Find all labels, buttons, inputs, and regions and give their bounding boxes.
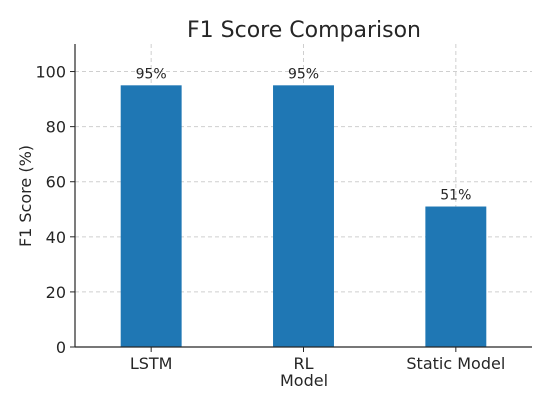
bar xyxy=(425,206,487,347)
y-tick-label: 80 xyxy=(46,118,66,137)
bar-data-label: 95% xyxy=(136,66,167,82)
y-tick-label: 20 xyxy=(46,283,66,302)
chart-title: F1 Score Comparison xyxy=(187,18,421,43)
y-tick-label: 0 xyxy=(56,338,66,357)
x-axis-ticks: LSTM RL Static Model xyxy=(130,347,505,373)
bar-data-label: 51% xyxy=(440,188,471,204)
x-axis-title: Model xyxy=(280,371,328,390)
bar xyxy=(120,85,182,348)
y-axis-title: F1 Score (%) xyxy=(16,145,35,247)
y-tick-label: 40 xyxy=(46,228,66,247)
x-tick-label: LSTM xyxy=(130,354,173,373)
y-tick-label: 60 xyxy=(46,173,66,192)
y-tick-label: 100 xyxy=(35,63,66,82)
bar-data-labels: 95% 95% 51% xyxy=(136,66,472,203)
bar-series xyxy=(120,85,487,348)
x-tick-label: RL xyxy=(293,354,313,373)
bar xyxy=(273,85,334,348)
y-axis-ticks: 0 20 40 60 80 100 xyxy=(35,63,75,357)
x-tick-label: Static Model xyxy=(406,354,505,373)
bar-data-label: 95% xyxy=(288,66,319,82)
